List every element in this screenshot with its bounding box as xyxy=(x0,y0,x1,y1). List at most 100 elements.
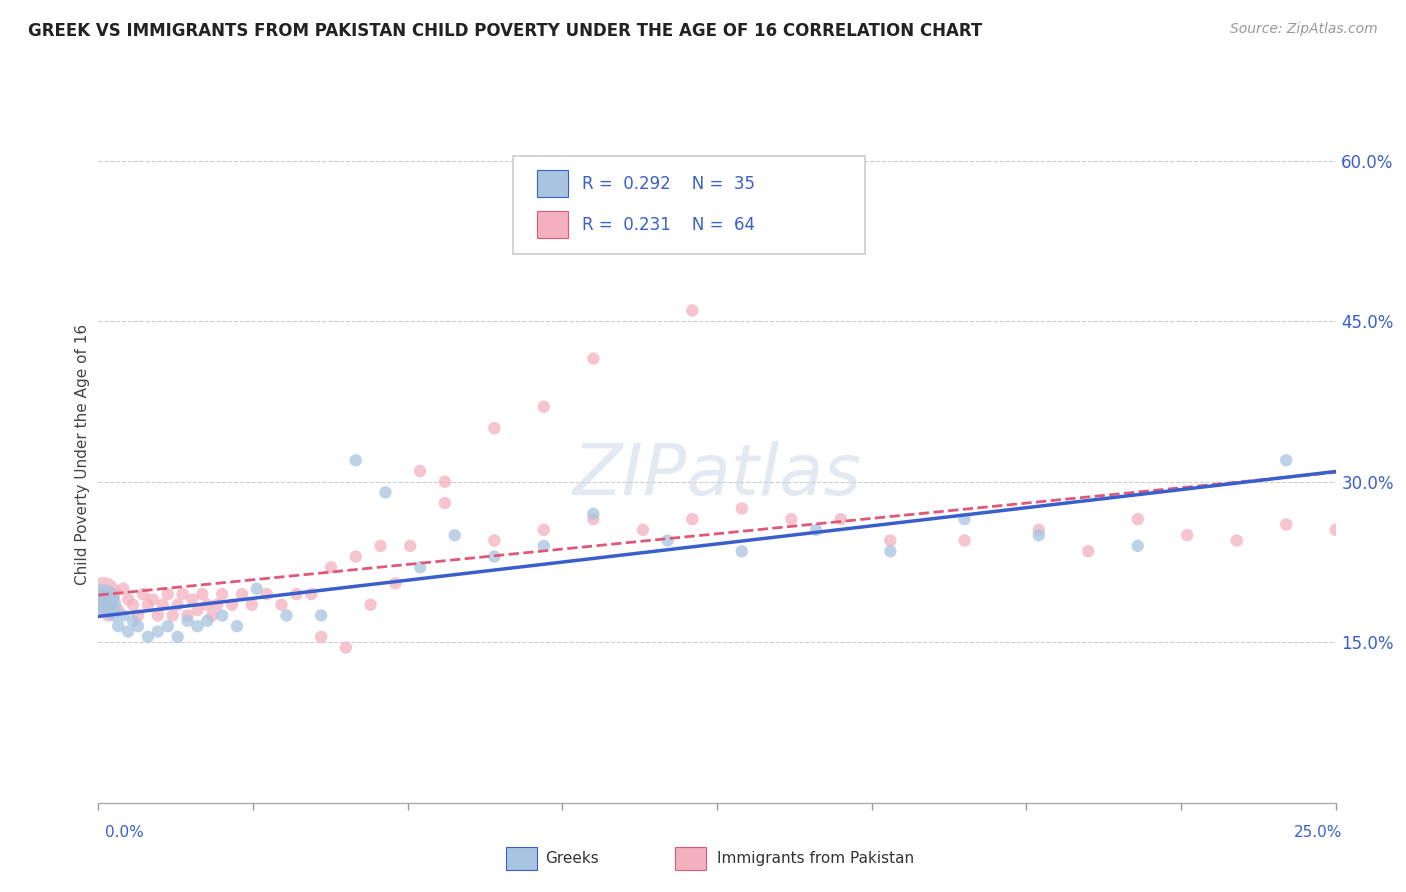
Point xyxy=(195,614,218,628)
Point xyxy=(142,592,165,607)
Point xyxy=(533,523,555,537)
Point xyxy=(127,608,149,623)
Point xyxy=(97,598,120,612)
Point xyxy=(681,303,703,318)
Point xyxy=(122,598,145,612)
Point xyxy=(299,587,322,601)
Point xyxy=(231,587,253,601)
Text: 25.0%: 25.0% xyxy=(1295,825,1343,840)
Point xyxy=(631,523,654,537)
Text: Greeks: Greeks xyxy=(546,851,599,865)
Point xyxy=(176,614,198,628)
Text: R =  0.292    N =  35: R = 0.292 N = 35 xyxy=(582,175,755,193)
Point xyxy=(1077,544,1099,558)
Point xyxy=(582,351,605,366)
Point xyxy=(533,400,555,414)
Point xyxy=(309,608,332,623)
Point xyxy=(879,533,901,548)
Point xyxy=(582,507,605,521)
Point xyxy=(136,598,159,612)
Point xyxy=(270,598,292,612)
Point xyxy=(162,608,184,623)
Point xyxy=(1126,539,1149,553)
Point xyxy=(103,587,125,601)
Point xyxy=(335,640,357,655)
Point xyxy=(285,587,308,601)
Point xyxy=(122,614,145,628)
Point xyxy=(172,587,194,601)
Point xyxy=(146,608,169,623)
Text: 0.0%: 0.0% xyxy=(105,825,145,840)
Point xyxy=(205,598,228,612)
Point xyxy=(399,539,422,553)
Point xyxy=(211,608,233,623)
Point xyxy=(409,560,432,574)
Point xyxy=(226,619,249,633)
Text: ZIPatlas: ZIPatlas xyxy=(572,442,862,510)
Point xyxy=(201,608,224,623)
Point xyxy=(166,598,188,612)
Point xyxy=(136,630,159,644)
Point xyxy=(374,485,396,500)
Point xyxy=(1175,528,1198,542)
Point xyxy=(181,592,204,607)
Point xyxy=(804,523,827,537)
Point xyxy=(107,603,129,617)
Point xyxy=(344,453,367,467)
Point xyxy=(93,587,115,601)
Point xyxy=(681,512,703,526)
Point xyxy=(176,608,198,623)
Point xyxy=(344,549,367,564)
Y-axis label: Child Poverty Under the Age of 16: Child Poverty Under the Age of 16 xyxy=(75,325,90,585)
Point xyxy=(146,624,169,639)
Point xyxy=(1028,523,1050,537)
Point xyxy=(309,630,332,644)
Point xyxy=(830,512,852,526)
Point xyxy=(256,587,278,601)
Point xyxy=(484,533,506,548)
Point xyxy=(443,528,465,542)
Point xyxy=(370,539,392,553)
Text: R =  0.231    N =  64: R = 0.231 N = 64 xyxy=(582,216,755,234)
Point xyxy=(484,421,506,435)
Point xyxy=(117,592,139,607)
Point xyxy=(1324,523,1347,537)
Point xyxy=(97,598,120,612)
Point xyxy=(186,619,208,633)
Point xyxy=(97,608,120,623)
Point xyxy=(103,608,125,623)
Point xyxy=(731,544,754,558)
Point xyxy=(433,475,456,489)
Text: Source: ZipAtlas.com: Source: ZipAtlas.com xyxy=(1230,22,1378,37)
Text: GREEK VS IMMIGRANTS FROM PAKISTAN CHILD POVERTY UNDER THE AGE OF 16 CORRELATION : GREEK VS IMMIGRANTS FROM PAKISTAN CHILD … xyxy=(28,22,983,40)
Point xyxy=(152,598,174,612)
Point xyxy=(156,587,179,601)
Point xyxy=(780,512,803,526)
Point xyxy=(384,576,406,591)
Point xyxy=(1028,528,1050,542)
Point xyxy=(93,592,115,607)
Point xyxy=(319,560,342,574)
Point xyxy=(731,501,754,516)
Point xyxy=(1226,533,1249,548)
Point xyxy=(107,619,129,633)
Point xyxy=(953,512,976,526)
Point xyxy=(246,582,269,596)
Point xyxy=(1126,512,1149,526)
Point xyxy=(211,587,233,601)
Point xyxy=(240,598,263,612)
Point xyxy=(879,544,901,558)
Point xyxy=(132,587,155,601)
Point xyxy=(156,619,179,633)
Point xyxy=(484,549,506,564)
Point xyxy=(360,598,382,612)
Point xyxy=(127,619,149,633)
Point xyxy=(953,533,976,548)
Point xyxy=(433,496,456,510)
Point xyxy=(186,603,208,617)
Point xyxy=(112,582,135,596)
Text: Immigrants from Pakistan: Immigrants from Pakistan xyxy=(717,851,914,865)
Point xyxy=(276,608,298,623)
Point xyxy=(221,598,243,612)
Point xyxy=(409,464,432,478)
